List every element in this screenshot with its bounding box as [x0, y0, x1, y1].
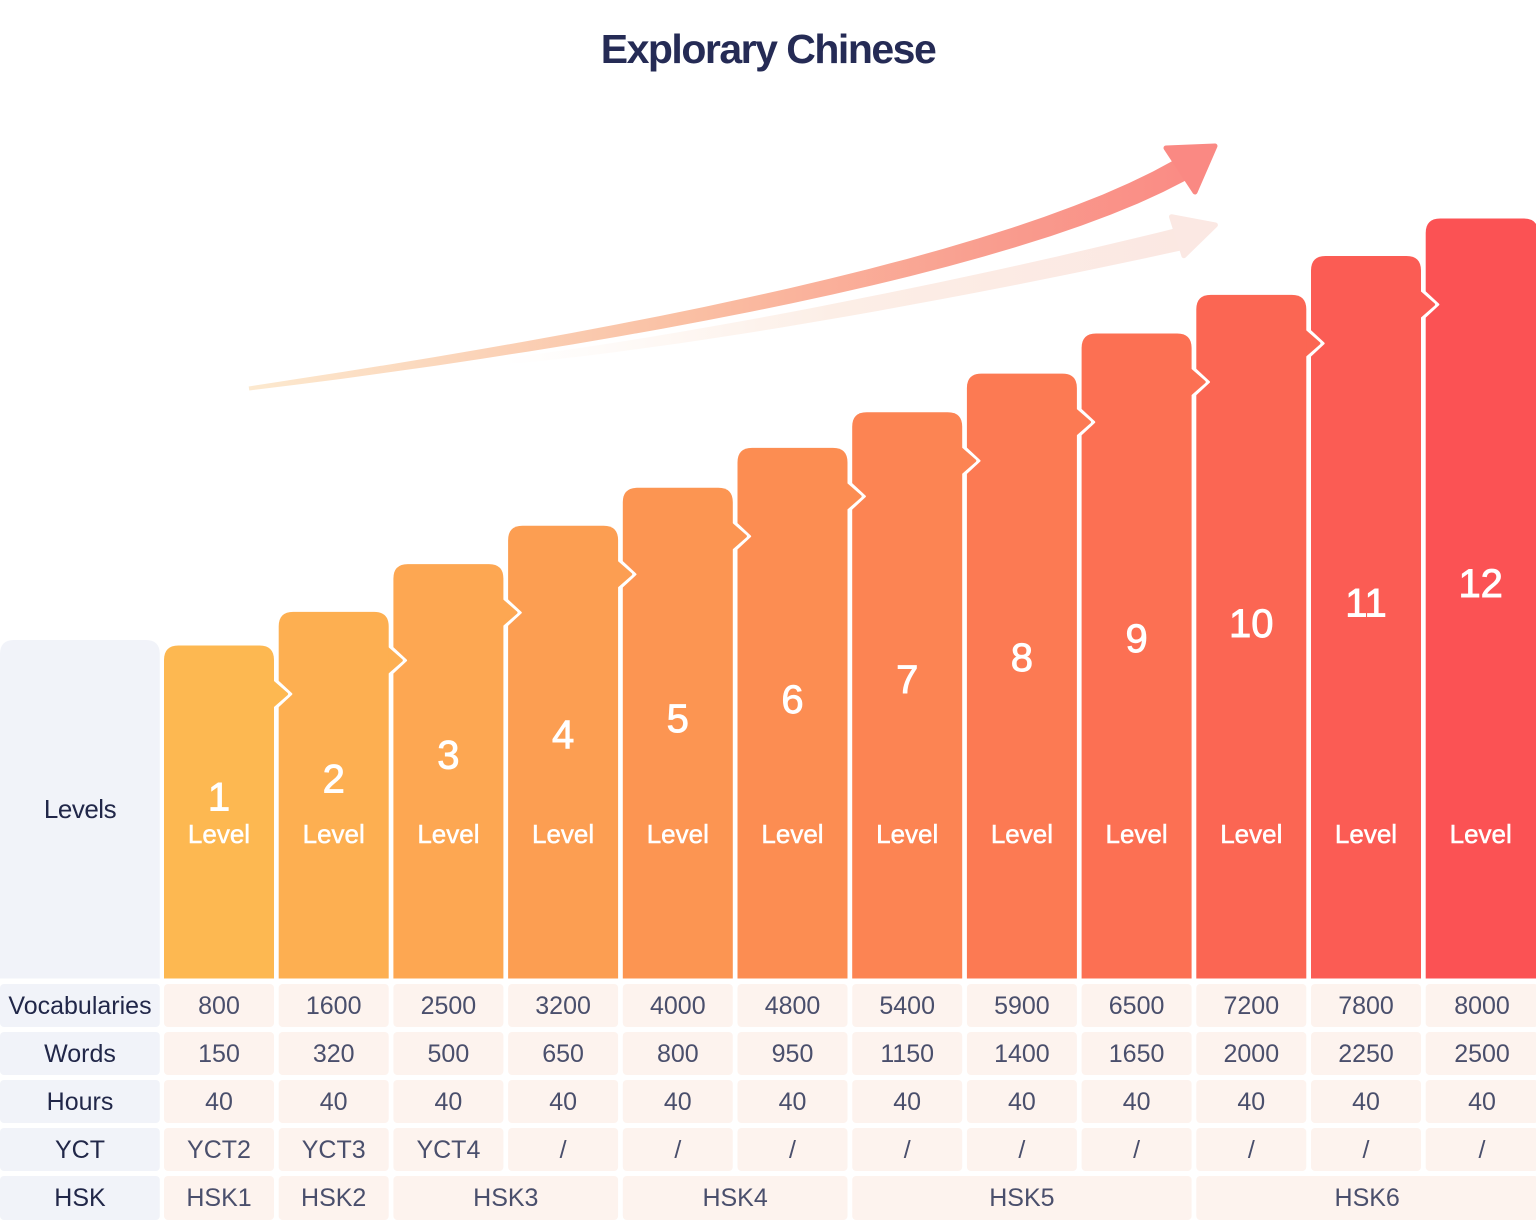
svg-text:1600: 1600	[306, 992, 362, 1020]
svg-text:Level: Level	[532, 819, 594, 849]
svg-text:800: 800	[657, 1040, 699, 1068]
svg-text:1: 1	[208, 776, 230, 820]
svg-text:4000: 4000	[650, 992, 706, 1020]
svg-text:1400: 1400	[994, 1040, 1050, 1068]
svg-text:/: /	[1018, 1136, 1025, 1164]
svg-text:500: 500	[428, 1040, 470, 1068]
svg-text:8000: 8000	[1454, 992, 1510, 1020]
svg-text:Level: Level	[1106, 819, 1168, 849]
svg-text:YCT2: YCT2	[187, 1136, 251, 1164]
svg-text:40: 40	[1008, 1088, 1036, 1116]
svg-text:HSK1: HSK1	[186, 1184, 251, 1212]
svg-text:Level: Level	[761, 819, 823, 849]
svg-text:Level: Level	[647, 819, 709, 849]
svg-text:YCT4: YCT4	[416, 1136, 480, 1164]
svg-text:3200: 3200	[535, 992, 591, 1020]
svg-text:7800: 7800	[1338, 992, 1394, 1020]
svg-text:950: 950	[772, 1040, 814, 1068]
svg-text:Vocabularies: Vocabularies	[8, 992, 151, 1020]
svg-text:Level: Level	[303, 819, 365, 849]
svg-text:40: 40	[893, 1088, 921, 1116]
svg-text:40: 40	[779, 1088, 807, 1116]
svg-text:/: /	[904, 1136, 911, 1164]
svg-text:Level: Level	[991, 819, 1053, 849]
svg-text:HSK5: HSK5	[989, 1184, 1054, 1212]
svg-text:650: 650	[542, 1040, 584, 1068]
svg-text:1150: 1150	[880, 1040, 934, 1068]
svg-text:1650: 1650	[1109, 1040, 1165, 1068]
svg-text:800: 800	[198, 992, 240, 1020]
svg-text:40: 40	[1123, 1088, 1151, 1116]
svg-text:5900: 5900	[994, 992, 1050, 1020]
svg-text:40: 40	[320, 1088, 348, 1116]
svg-text:/: /	[560, 1136, 567, 1164]
svg-text:/: /	[789, 1136, 796, 1164]
svg-text:7200: 7200	[1223, 992, 1279, 1020]
svg-text:/: /	[674, 1136, 681, 1164]
svg-text:12: 12	[1458, 562, 1503, 606]
svg-text:6500: 6500	[1109, 992, 1165, 1020]
svg-text:7: 7	[896, 658, 918, 702]
svg-text:11: 11	[1345, 581, 1387, 625]
svg-text:4800: 4800	[765, 992, 821, 1020]
svg-text:40: 40	[1468, 1088, 1496, 1116]
svg-text:HSK6: HSK6	[1335, 1184, 1400, 1212]
svg-text:/: /	[1363, 1136, 1370, 1164]
svg-text:YCT: YCT	[55, 1136, 105, 1164]
svg-text:40: 40	[434, 1088, 462, 1116]
svg-text:Level: Level	[417, 819, 479, 849]
svg-text:/: /	[1133, 1136, 1140, 1164]
svg-text:/: /	[1479, 1136, 1486, 1164]
svg-text:40: 40	[1237, 1088, 1265, 1116]
svg-text:2000: 2000	[1223, 1040, 1279, 1068]
svg-text:Hours: Hours	[47, 1088, 114, 1116]
svg-text:2500: 2500	[421, 992, 477, 1020]
svg-text:Level: Level	[1450, 819, 1512, 849]
svg-text:2250: 2250	[1338, 1040, 1394, 1068]
svg-text:HSK: HSK	[54, 1184, 106, 1212]
svg-text:6: 6	[781, 678, 803, 722]
svg-text:Level: Level	[876, 819, 938, 849]
svg-text:10: 10	[1229, 602, 1274, 646]
svg-text:3: 3	[437, 734, 459, 778]
svg-text:HSK2: HSK2	[301, 1184, 366, 1212]
svg-text:40: 40	[664, 1088, 692, 1116]
svg-text:Level: Level	[188, 819, 250, 849]
svg-text:5: 5	[667, 697, 689, 741]
svg-text:40: 40	[1352, 1088, 1380, 1116]
svg-text:Words: Words	[44, 1040, 116, 1068]
svg-text:4: 4	[552, 713, 574, 757]
svg-text:40: 40	[205, 1088, 233, 1116]
svg-text:2: 2	[323, 758, 345, 802]
svg-text:Level: Level	[1220, 819, 1282, 849]
svg-text:8: 8	[1011, 636, 1033, 680]
svg-text:Level: Level	[1335, 819, 1397, 849]
svg-text:150: 150	[198, 1040, 240, 1068]
svg-text:Explorary Chinese: Explorary Chinese	[601, 26, 936, 72]
svg-text:40: 40	[549, 1088, 577, 1116]
svg-text:HSK4: HSK4	[702, 1184, 767, 1212]
svg-text:9: 9	[1125, 617, 1147, 661]
svg-text:Levels: Levels	[44, 794, 117, 824]
svg-text:5400: 5400	[879, 992, 935, 1020]
svg-text:/: /	[1248, 1136, 1255, 1164]
svg-text:320: 320	[313, 1040, 355, 1068]
svg-text:HSK3: HSK3	[473, 1184, 538, 1212]
svg-text:YCT3: YCT3	[302, 1136, 366, 1164]
svg-text:2500: 2500	[1454, 1040, 1510, 1068]
